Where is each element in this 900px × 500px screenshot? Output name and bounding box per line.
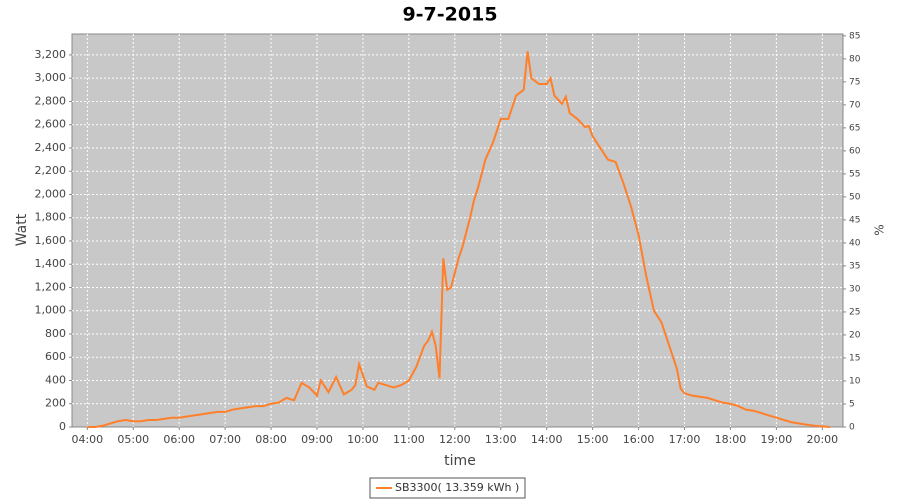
y-tick-label: 2,400: [35, 141, 67, 154]
legend: [369, 477, 526, 499]
legend-label: SB3300( 13.359 kWh ): [395, 481, 519, 494]
y-tick-label: 200: [45, 397, 66, 410]
x-tick-label: 08:00: [255, 433, 287, 446]
plot-area: [71, 33, 844, 428]
x-axis-label: time: [444, 453, 476, 469]
y2-tick-label: 85: [849, 31, 860, 41]
y-tick-label: 1,000: [35, 304, 67, 317]
y2-tick-label: 50: [849, 192, 861, 202]
y2-tick-label: 40: [849, 238, 861, 248]
y2-tick-label: 80: [849, 54, 861, 64]
y-tick-label: 2,200: [35, 164, 67, 177]
y-tick-label: 1,800: [35, 211, 67, 224]
y2-tick-label: 75: [849, 77, 860, 87]
y-tick-label: 2,600: [35, 118, 67, 131]
x-tick-label: 10:00: [347, 433, 379, 446]
y-axis-label: Watt: [14, 213, 30, 246]
x-tick-label: 19:00: [761, 433, 793, 446]
y2-tick-label: 25: [849, 307, 860, 317]
y-tick-label: 600: [45, 350, 66, 363]
x-tick-label: 09:00: [301, 433, 333, 446]
y-tick-label: 1,200: [35, 280, 67, 293]
y2-tick-label: 60: [849, 146, 861, 156]
y2-tick-label: 35: [849, 261, 860, 271]
x-tick-label: 05:00: [117, 433, 149, 446]
x-tick-label: 15:00: [577, 433, 609, 446]
y-tick-label: 800: [45, 327, 66, 340]
y2-tick-label: 20: [849, 330, 861, 340]
y2-tick-label: 5: [849, 399, 855, 409]
x-tick-label: 20:00: [806, 433, 838, 446]
y-tick-label: 2,800: [35, 94, 67, 107]
y2-axis-label: %: [873, 224, 887, 235]
x-tick-label: 04:00: [71, 433, 103, 446]
y-tick-label: 1,600: [35, 234, 67, 247]
y2-tick-label: 65: [849, 123, 860, 133]
x-tick-label: 16:00: [623, 433, 655, 446]
y2-tick-label: 45: [849, 215, 860, 225]
series-line: [87, 51, 831, 428]
y2-tick-label: 70: [849, 100, 861, 110]
x-tick-label: 06:00: [163, 433, 195, 446]
y2-tick-label: 0: [849, 423, 855, 433]
y2-tick-label: 30: [849, 284, 861, 294]
y-tick-label: 3,000: [35, 71, 67, 84]
x-tick-label: 13:00: [485, 433, 517, 446]
x-tick-label: 18:00: [715, 433, 747, 446]
x-tick-label: 14:00: [531, 433, 563, 446]
y-tick-label: 3,200: [35, 48, 67, 61]
x-tick-label: 17:00: [669, 433, 701, 446]
y-tick-label: 1,400: [35, 257, 67, 270]
x-tick-label: 12:00: [439, 433, 471, 446]
y2-tick-label: 10: [849, 376, 861, 386]
y2-tick-label: 55: [849, 169, 860, 179]
x-tick-label: 07:00: [209, 433, 241, 446]
x-tick-label: 11:00: [393, 433, 425, 446]
chart-title: 9-7-2015: [402, 4, 497, 26]
y-tick-label: 2,000: [35, 187, 67, 200]
y-tick-label: 0: [59, 420, 66, 433]
y2-tick-label: 15: [849, 353, 860, 363]
y-tick-label: 400: [45, 373, 66, 386]
